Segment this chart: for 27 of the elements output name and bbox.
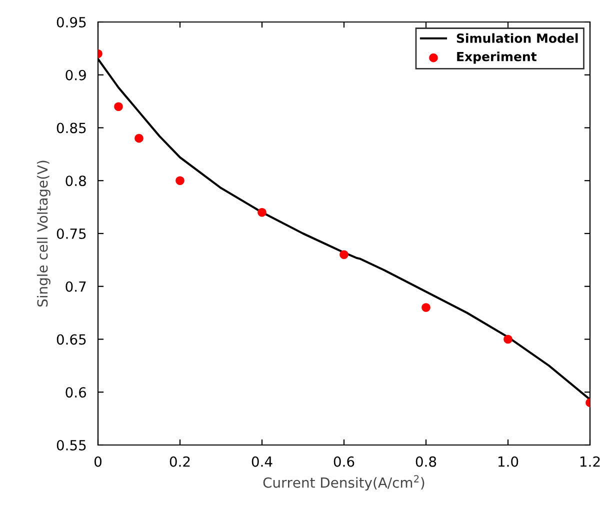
- y-tick-label: 0.6: [66, 387, 86, 398]
- y-tick-label: 0.85: [56, 122, 86, 134]
- legend-label: Experiment: [457, 52, 537, 64]
- point: [114, 102, 123, 111]
- x-tick-label: 1.2: [580, 456, 600, 467]
- y-tick-label: 0.55: [56, 440, 86, 450]
- legend-label: Simulation Model: [456, 33, 578, 43]
- x-tick-label: 0.2: [170, 456, 190, 467]
- point: [340, 250, 348, 260]
- y-axis-title: Single cell Voltage(V): [36, 160, 50, 307]
- y-tick-label: 0.95: [56, 16, 86, 28]
- point: [176, 176, 184, 186]
- x-tick-label: 1.0: [498, 456, 518, 467]
- x-tick-label: 0.8: [416, 456, 436, 467]
- y-tick-label: 0.9: [66, 70, 86, 80]
- point: [134, 134, 144, 143]
- y-tick-label: 0.65: [56, 334, 86, 345]
- x-tick-label: 0: [94, 456, 102, 467]
- point: [504, 334, 512, 344]
- x-axis-title: Current Density(A/cm$^{2}$): [263, 475, 424, 491]
- y-tick-label: 0.8: [66, 176, 86, 186]
- point: [258, 208, 266, 217]
- point: [422, 303, 430, 312]
- y-tick-label: 0.75: [56, 228, 86, 239]
- y-tick-label: 0.7: [66, 281, 86, 292]
- x-tick-label: 0.6: [334, 456, 354, 467]
- x-tick-label: 0.4: [252, 456, 272, 467]
